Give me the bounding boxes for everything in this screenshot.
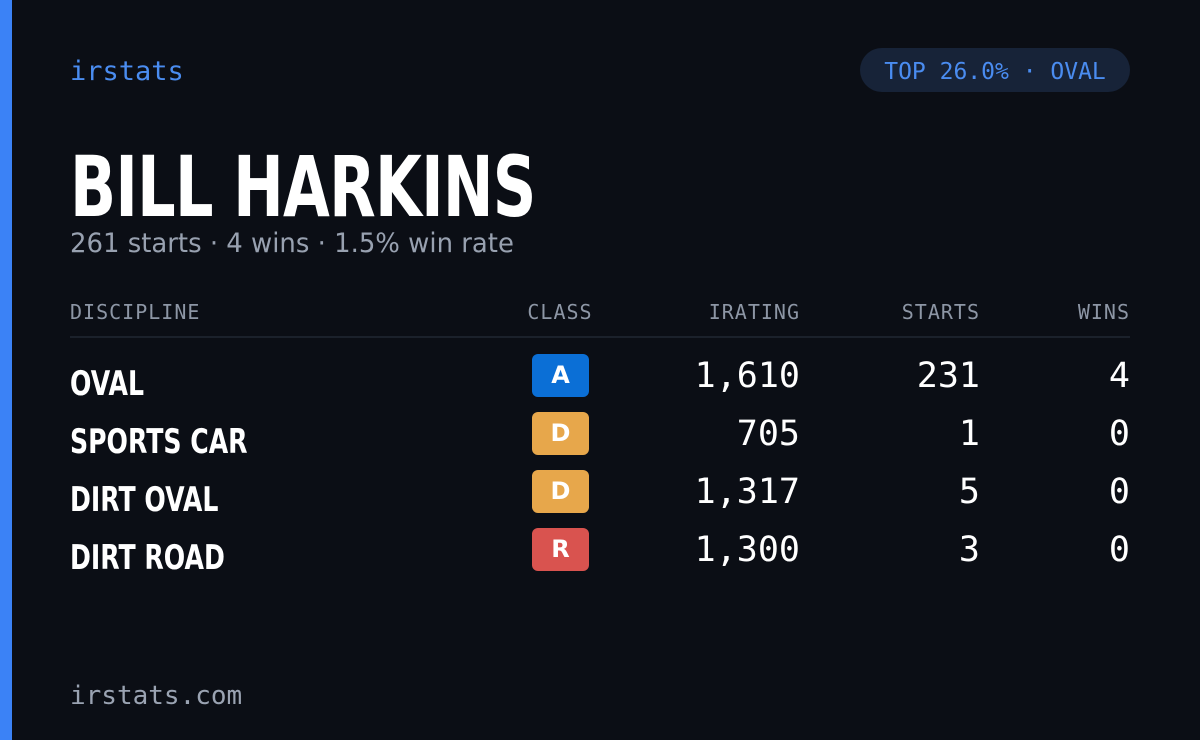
discipline: DIRT OVAL bbox=[70, 480, 219, 520]
discipline: OVAL bbox=[70, 364, 144, 404]
stat-value: 5 bbox=[958, 472, 980, 512]
class-badge: A bbox=[532, 354, 589, 397]
stat-value: 1 bbox=[958, 414, 980, 454]
accent-bar bbox=[0, 0, 12, 740]
stat-value: 1,300 bbox=[694, 530, 800, 570]
column-header: CLASS bbox=[527, 300, 593, 324]
stat-value: 0 bbox=[1108, 472, 1130, 512]
column-header: DISCIPLINE bbox=[70, 300, 201, 324]
stat-value: 0 bbox=[1108, 414, 1130, 454]
class-badge: D bbox=[532, 412, 589, 455]
class-badge: R bbox=[532, 528, 589, 571]
driver-name: BILL HARKINS bbox=[70, 138, 536, 236]
logo: irstats bbox=[70, 56, 184, 87]
stat-value: 1,610 bbox=[694, 356, 800, 396]
column-header: STARTS bbox=[901, 300, 980, 324]
footer-site: irstats.com bbox=[70, 681, 243, 711]
stat-value: 3 bbox=[958, 530, 980, 570]
stat-value: 0 bbox=[1108, 530, 1130, 570]
column-header: IRATING bbox=[708, 300, 800, 324]
class-badge: D bbox=[532, 470, 589, 513]
stat-value: 705 bbox=[736, 414, 800, 454]
discipline: DIRT ROAD bbox=[70, 538, 225, 578]
discipline: SPORTS CAR bbox=[70, 422, 248, 462]
stat-value: 4 bbox=[1108, 356, 1130, 396]
rank-badge: TOP 26.0% · OVAL bbox=[860, 48, 1130, 92]
stat-value: 1,317 bbox=[694, 472, 800, 512]
column-header: WINS bbox=[1077, 300, 1130, 324]
summary: 261 starts · 4 wins · 1.5% win rate bbox=[70, 228, 514, 259]
stat-value: 231 bbox=[916, 356, 980, 396]
divider bbox=[70, 336, 1130, 338]
